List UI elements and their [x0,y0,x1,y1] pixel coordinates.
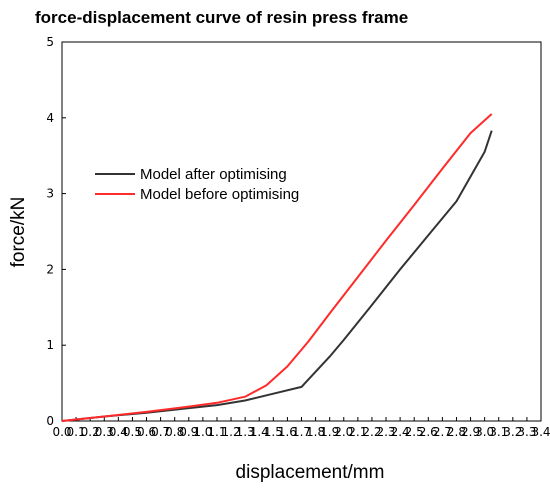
x-tick-label: 2.4 [391,425,410,439]
chart-title: force-displacement curve of resin press … [35,8,408,27]
x-tick-label: 0.1 [67,425,86,439]
series-line [61,130,493,422]
y-tick-label: 3 [46,187,54,201]
x-axis-label: displacement/mm [236,462,385,483]
x-tick-label: 2.1 [348,425,367,439]
x-tick-label: 0.4 [109,425,128,439]
x-tick-label: 2.2 [362,425,381,439]
legend-label: Model before optimising [140,186,299,203]
x-tick-label: 2.6 [419,425,438,439]
x-tick-label: 0.8 [165,425,184,439]
x-tick-label: 1.1 [207,425,226,439]
y-tick-label: 1 [46,338,54,352]
x-tick-label: 2.8 [447,425,466,439]
x-tick-label: 1.3 [236,425,255,439]
x-tick-label: 0.2 [81,425,100,439]
y-tick-label: 5 [46,35,54,49]
x-tick-label: 1.9 [320,425,339,439]
x-tick-label: 0.7 [151,425,170,439]
x-tick-label: 2.3 [376,425,395,439]
x-tick-label: 3.1 [489,425,508,439]
plot-area-border [61,41,542,422]
y-tick-label: 0 [46,414,54,428]
x-tick-label: 2.9 [461,425,480,439]
y-tick-label: 4 [46,111,54,125]
x-tick-label: 0.9 [179,425,198,439]
x-tick-label: 1.8 [306,425,325,439]
x-tick-label: 3.3 [517,425,536,439]
x-tick-label: 2.7 [433,425,452,439]
x-tick-label: 0.3 [95,425,114,439]
legend-label: Model after optimising [140,166,287,183]
x-tick-label: 2.5 [405,425,424,439]
x-tick-label: 0.0 [52,425,71,439]
y-tick-label: 2 [46,262,54,276]
x-tick-label: 1.6 [278,425,297,439]
x-tick-label: 0.6 [137,425,156,439]
x-tick-label: 1.2 [222,425,241,439]
x-tick-label: 3.2 [503,425,522,439]
x-tick-label: 1.7 [292,425,311,439]
x-tick-label: 2.0 [334,425,353,439]
series-line [61,113,493,422]
x-tick-label: 3.0 [475,425,494,439]
x-tick-label: 3.4 [531,425,550,439]
x-tick-label: 1.5 [264,425,283,439]
x-tick-label: 1.4 [250,425,269,439]
x-tick-label: 1.0 [193,425,212,439]
x-tick-label: 0.5 [123,425,142,439]
y-axis-label: force/kN [8,197,29,268]
